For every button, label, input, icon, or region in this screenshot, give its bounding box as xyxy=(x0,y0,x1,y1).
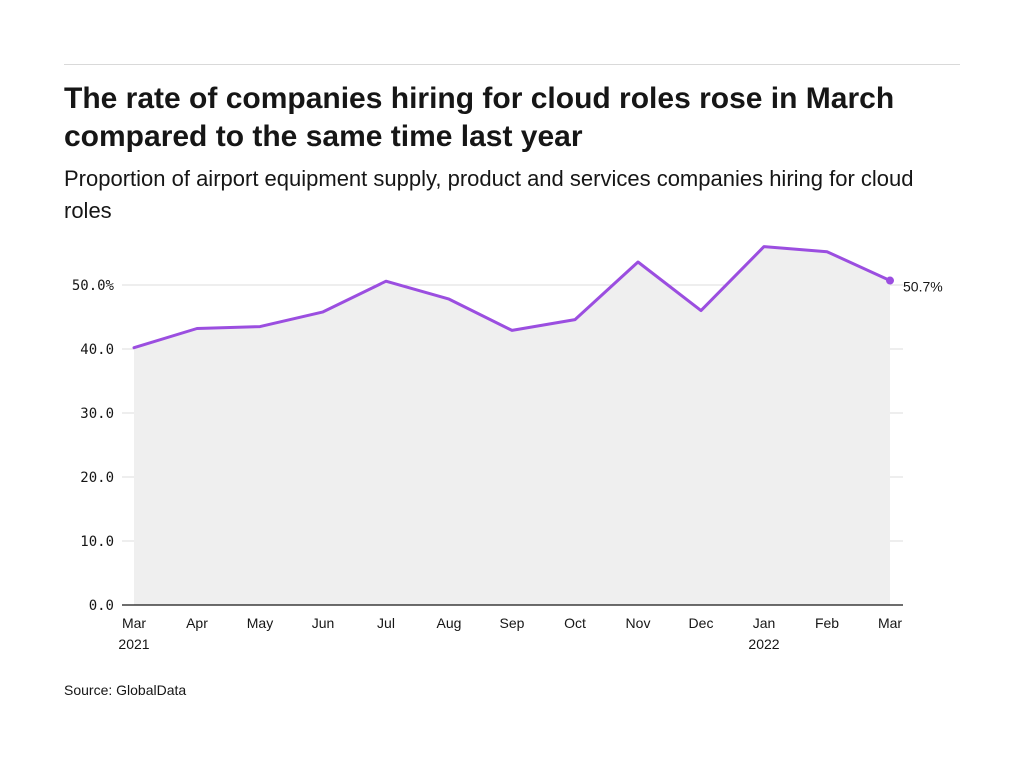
y-tick-label: 30.0 xyxy=(80,406,114,422)
x-tick-label: Aug xyxy=(437,615,462,631)
chart-title: The rate of companies hiring for cloud r… xyxy=(64,82,895,153)
y-tick-label: 10.0 xyxy=(80,534,114,550)
y-tick-label: 50.0% xyxy=(72,278,115,294)
y-tick-label: 40.0 xyxy=(80,342,114,358)
chart-subtitle: Proportion of airport equipment supply, … xyxy=(64,166,914,223)
x-tick-label: May xyxy=(247,615,273,631)
x-tick-label: Jul xyxy=(377,615,395,631)
x-tick-label: Dec xyxy=(689,615,714,631)
area-fill xyxy=(134,246,890,605)
x-tick-label: Feb xyxy=(815,615,839,631)
x-tick-label: Sep xyxy=(500,615,525,631)
x-tick-label: Mar xyxy=(122,615,146,631)
x-tick-label: Jan xyxy=(753,615,776,631)
tick-labels: 0.0 10.0 20.0 30.0 40.0 50.0% Mar 2021 Apr May Jun… xyxy=(72,278,903,652)
x-tick-label: Nov xyxy=(626,615,651,631)
series-line xyxy=(132,245,892,350)
end-value-label: 50.7% xyxy=(903,279,943,295)
x-tick-year-label: 2021 xyxy=(118,636,149,652)
top-divider xyxy=(64,64,960,65)
x-tick-label: Jun xyxy=(312,615,335,631)
x-tick-label: Oct xyxy=(564,615,586,631)
x-tick-label: Apr xyxy=(186,615,208,631)
y-tick-label: 20.0 xyxy=(80,470,114,486)
end-point-marker xyxy=(886,276,894,285)
source-note: Source: GlobalData xyxy=(64,682,187,698)
x-tick-year-label: 2022 xyxy=(748,636,779,652)
x-tick-label: Mar xyxy=(878,615,902,631)
y-tick-label: 0.0 xyxy=(89,598,114,614)
